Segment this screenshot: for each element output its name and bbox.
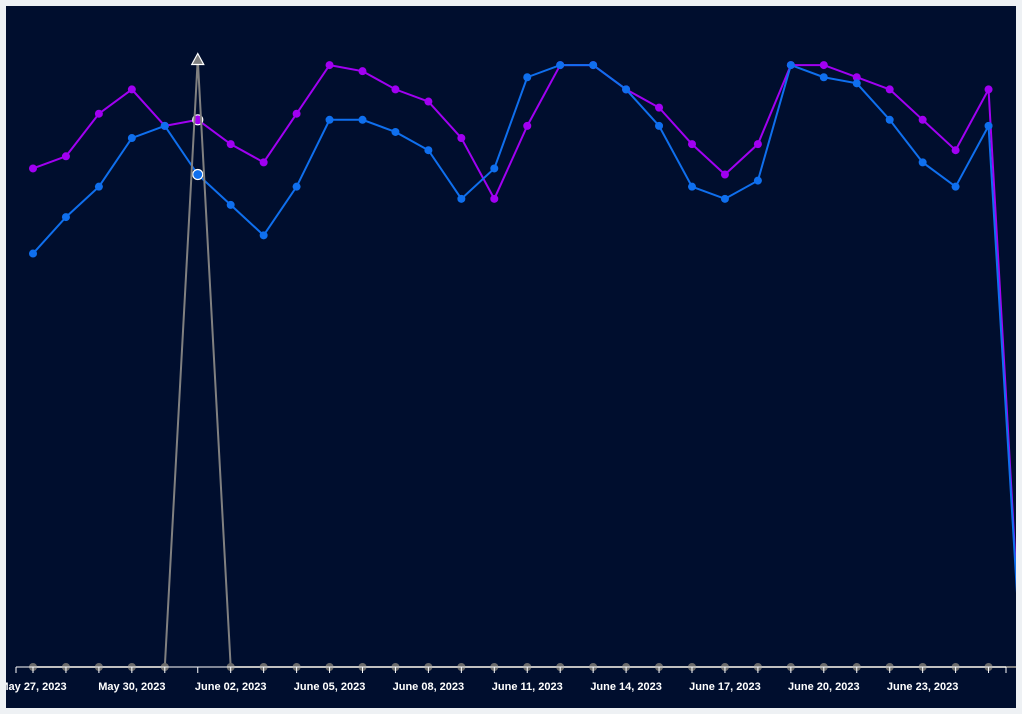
- data-point[interactable]: [29, 249, 37, 258]
- data-point[interactable]: [391, 127, 400, 136]
- data-point[interactable]: [94, 109, 103, 118]
- data-point[interactable]: [852, 79, 861, 88]
- data-point[interactable]: [61, 152, 70, 161]
- data-point[interactable]: [160, 121, 169, 130]
- series-layer: [29, 52, 1016, 671]
- data-point[interactable]: [325, 61, 334, 70]
- x-tick-label: June 17, 2023: [689, 681, 761, 693]
- x-tick-label: June 08, 2023: [393, 681, 465, 693]
- data-point[interactable]: [885, 85, 894, 94]
- data-point-triangle[interactable]: [190, 52, 205, 66]
- data-point[interactable]: [127, 85, 136, 94]
- data-point[interactable]: [127, 134, 136, 143]
- data-point[interactable]: [720, 170, 729, 179]
- chart-frame: May 27, 2023 May 30, 2023 June 02, 2023 Jun…: [6, 6, 1016, 708]
- line-chart: May 27, 2023 May 30, 2023 June 02, 2023 Jun…: [6, 52, 1016, 693]
- data-point[interactable]: [753, 176, 762, 185]
- x-tick-label: June 14, 2023: [590, 681, 662, 693]
- data-point[interactable]: [951, 182, 960, 191]
- series-0: [29, 61, 1016, 589]
- data-point[interactable]: [984, 85, 993, 94]
- data-point[interactable]: [457, 134, 466, 143]
- data-point[interactable]: [259, 231, 268, 240]
- data-point[interactable]: [589, 61, 598, 70]
- data-point[interactable]: [192, 168, 204, 181]
- data-point[interactable]: [622, 85, 631, 94]
- x-axis: May 27, 2023 May 30, 2023 June 02, 2023 Jun…: [6, 666, 1007, 693]
- data-point[interactable]: [457, 194, 466, 203]
- data-point[interactable]: [490, 194, 499, 203]
- data-point[interactable]: [918, 158, 927, 167]
- data-point[interactable]: [424, 97, 433, 106]
- x-tick-label: June 11, 2023: [492, 681, 563, 693]
- data-point[interactable]: [292, 182, 301, 191]
- data-point[interactable]: [556, 61, 565, 70]
- series-1: [29, 61, 1016, 594]
- data-point[interactable]: [226, 140, 235, 149]
- data-point[interactable]: [259, 158, 268, 167]
- data-point[interactable]: [226, 200, 235, 209]
- data-point[interactable]: [819, 61, 828, 70]
- data-point[interactable]: [984, 121, 993, 130]
- data-point[interactable]: [753, 140, 762, 149]
- data-point[interactable]: [918, 115, 927, 124]
- data-point[interactable]: [358, 67, 367, 76]
- data-point[interactable]: [424, 146, 433, 155]
- data-point[interactable]: [61, 213, 70, 222]
- data-point[interactable]: [523, 73, 532, 82]
- data-point[interactable]: [819, 73, 828, 82]
- data-point[interactable]: [655, 121, 664, 130]
- data-point[interactable]: [688, 140, 696, 149]
- data-point[interactable]: [885, 115, 894, 124]
- data-point[interactable]: [786, 61, 795, 70]
- data-point[interactable]: [852, 73, 861, 82]
- series-2: [29, 52, 1016, 671]
- x-tick-label: June 23, 2023: [887, 681, 959, 693]
- data-point[interactable]: [951, 146, 960, 155]
- x-tick-label: June 05, 2023: [294, 681, 366, 693]
- data-point[interactable]: [325, 115, 334, 124]
- data-point[interactable]: [720, 194, 729, 203]
- x-tick-label: May 30, 2023: [98, 681, 165, 693]
- data-point[interactable]: [292, 109, 301, 118]
- data-point[interactable]: [523, 121, 532, 130]
- data-point[interactable]: [688, 182, 696, 191]
- data-point[interactable]: [29, 164, 37, 173]
- data-point[interactable]: [655, 103, 664, 112]
- x-tick-label: June 20, 2023: [788, 681, 860, 693]
- data-point[interactable]: [358, 115, 367, 124]
- data-point[interactable]: [391, 85, 400, 94]
- data-point[interactable]: [94, 182, 103, 191]
- x-tick-label: May 27, 2023: [6, 681, 67, 693]
- x-tick-label: June 02, 2023: [195, 681, 267, 693]
- data-point[interactable]: [490, 164, 499, 173]
